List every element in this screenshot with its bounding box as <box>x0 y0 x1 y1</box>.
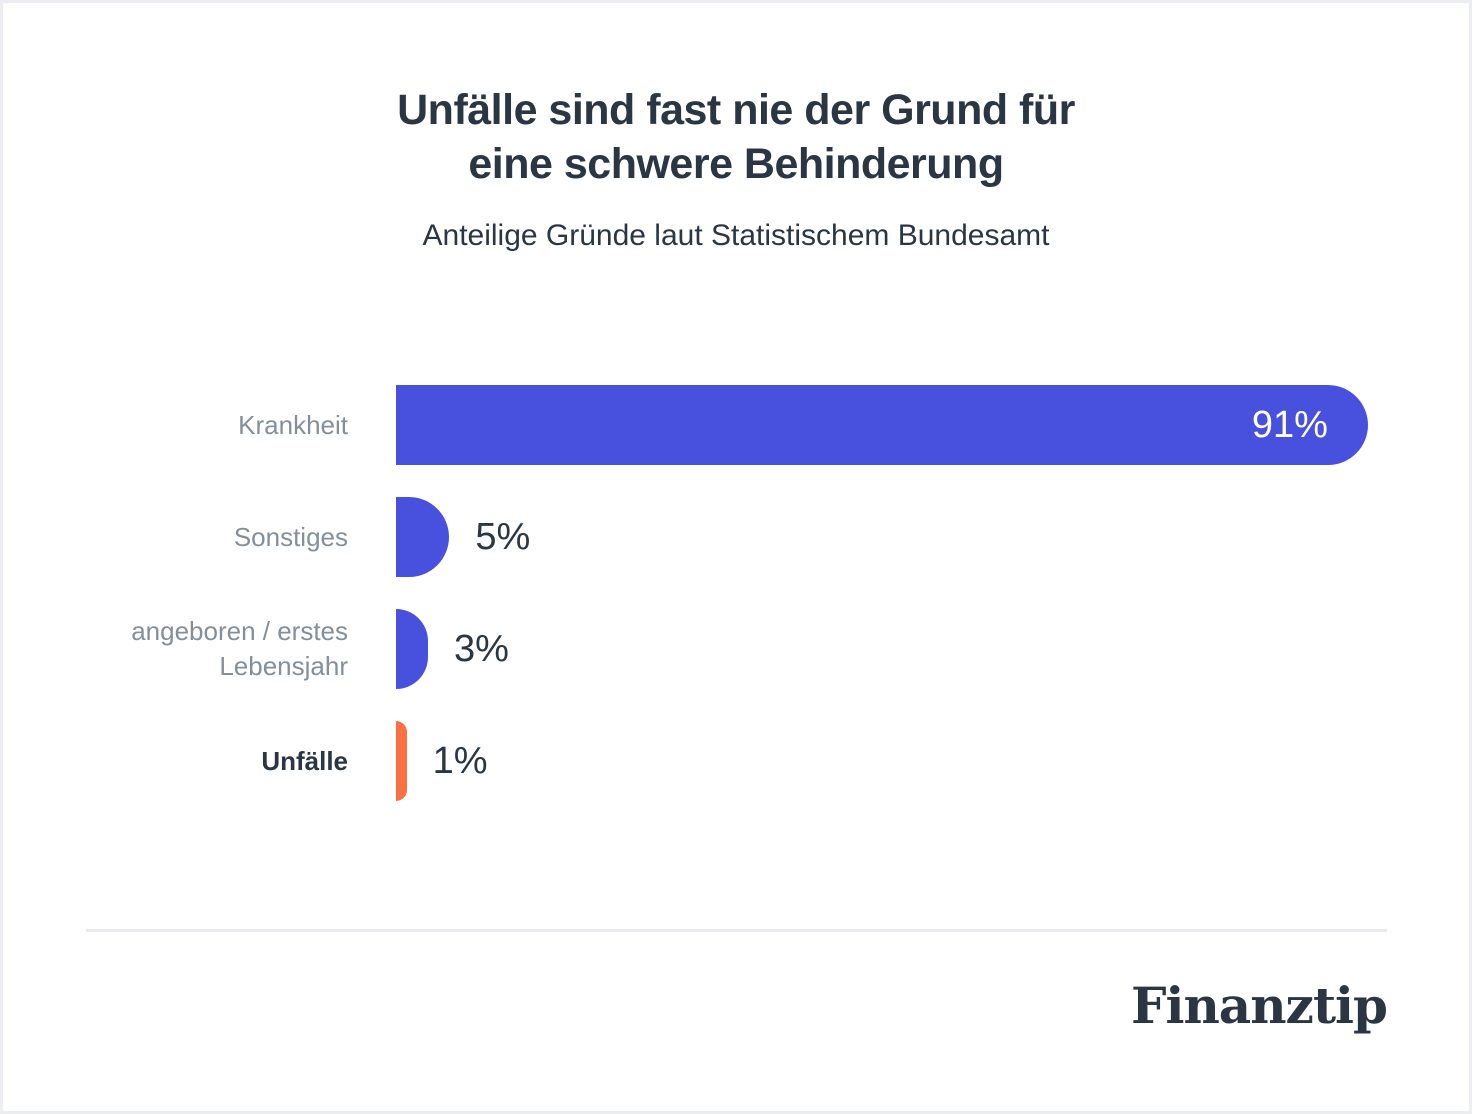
bar-track: 91% <box>396 385 1464 466</box>
bar-value-angeboren: 3% <box>454 627 509 670</box>
bar-track: 3% <box>396 609 1464 690</box>
bar-chart: Krankheit 91% Sonstiges 5% angeboren / e… <box>3 385 1469 802</box>
bar-row-sonstiges: Sonstiges 5% <box>3 497 1469 578</box>
bar-row-angeboren: angeboren / erstes Lebensjahr 3% <box>3 609 1469 690</box>
chart-title-line1: Unfälle sind fast nie der Grund für <box>397 86 1075 134</box>
bar-row-krankheit: Krankheit 91% <box>3 385 1469 466</box>
bar-label-krankheit: Krankheit <box>238 409 348 440</box>
bar-label-unfaelle: Unfälle <box>261 745 348 776</box>
bar-value-sonstiges: 5% <box>475 515 531 558</box>
bar-track: 5% <box>396 497 1464 578</box>
bar-row-unfaelle: Unfälle 1% <box>3 721 1469 802</box>
bar-krankheit: 91% <box>396 385 1368 466</box>
bar-value-krankheit: 91% <box>1251 403 1328 446</box>
finanztip-logo: Finanztip <box>1130 976 1388 1036</box>
chart-title-line2: eine schwere Behinderung <box>468 140 1004 189</box>
bar-angeboren <box>396 609 429 690</box>
bar-unfaelle <box>396 721 407 802</box>
bar-label-sonstiges: Sonstiges <box>233 521 348 552</box>
bar-label-angeboren: angeboren / erstes Lebensjahr <box>131 616 348 682</box>
bar-sonstiges <box>396 497 450 578</box>
bar-value-unfaelle: 1% <box>432 739 488 782</box>
chart-title: Unfälle sind fast nie der Grund für eine… <box>3 83 1469 191</box>
footer: Finanztip <box>3 976 1469 1035</box>
footer-divider <box>86 929 1387 933</box>
bar-track: 1% <box>396 721 1464 802</box>
chart-header: Unfälle sind fast nie der Grund für eine… <box>3 83 1469 253</box>
chart-subtitle: Anteilige Gründe laut Statistischem Bund… <box>422 219 1050 253</box>
